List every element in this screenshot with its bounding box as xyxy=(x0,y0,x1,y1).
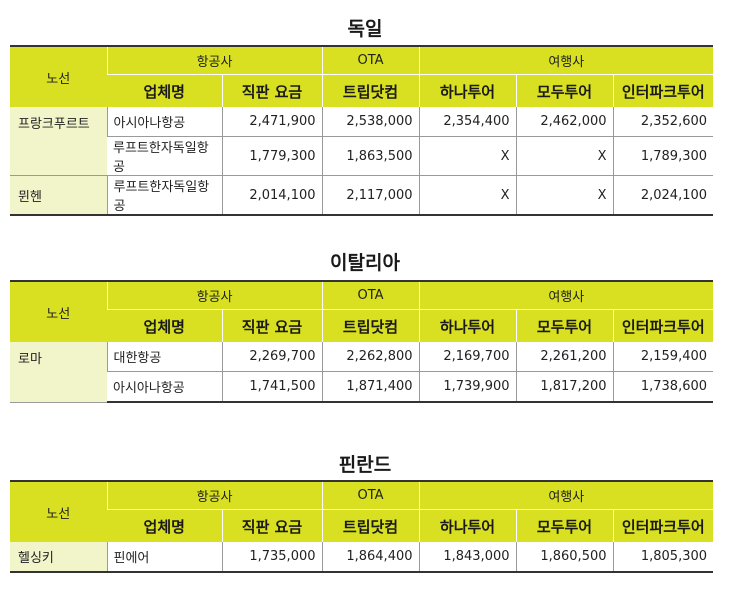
header-company: 업체명 xyxy=(107,74,222,107)
modetour-cell: 2,462,000 xyxy=(515,107,614,137)
interparktour-cell: 2,159,400 xyxy=(612,342,714,372)
header-hanatour: 하나투어 xyxy=(418,74,517,107)
fare-table-finland: 노선 항공사 OTA 여행사 업체명 직판 요금 트립닷컴 하나투어 모두투어 … xyxy=(10,480,714,573)
header-hanatour: 하나투어 xyxy=(418,509,517,542)
airline-cell: 루프트한자독일항공 xyxy=(107,136,222,176)
airline-cell: 핀에어 xyxy=(106,542,222,573)
airline-cell: 루프트한자독일항공 xyxy=(106,175,222,216)
tripdotcom-cell: 2,538,000 xyxy=(321,107,420,137)
header-group-ota: OTA xyxy=(321,480,420,510)
header-hanatour: 하나투어 xyxy=(418,309,517,342)
table-row: 아시아나항공 1,741,500 1,871,400 1,739,900 1,8… xyxy=(10,371,714,403)
fare-table-germany: 노선 항공사 OTA 여행사 업체명 직판 요금 트립닷컴 하나투어 모두투어 … xyxy=(10,45,714,216)
hanatour-cell: 2,354,400 xyxy=(418,107,517,137)
header-interparktour: 인터파크투어 xyxy=(612,509,714,542)
table-row: 헬싱키 핀에어 1,735,000 1,864,400 1,843,000 1,… xyxy=(10,542,714,573)
interparktour-cell: 1,738,600 xyxy=(612,371,714,403)
header-group-airline: 항공사 xyxy=(106,480,323,510)
tripdotcom-cell: 1,871,400 xyxy=(321,371,420,403)
header-interparktour: 인터파크투어 xyxy=(612,309,714,342)
direct-fare-cell: 2,471,900 xyxy=(221,107,323,137)
header-route: 노선 xyxy=(10,45,107,107)
table-row: 루프트한자독일항공 1,779,300 1,863,500 X X 1,789,… xyxy=(10,136,714,176)
airline-cell: 대한항공 xyxy=(106,342,222,372)
header-route: 노선 xyxy=(10,480,107,542)
section-title-italy: 이탈리아 xyxy=(330,252,400,274)
header-group-ota: OTA xyxy=(321,280,420,310)
direct-fare-cell: 1,735,000 xyxy=(221,542,323,573)
route-cell: 로마 xyxy=(10,342,107,403)
modetour-cell: 1,860,500 xyxy=(515,542,614,573)
section-title-germany: 독일 xyxy=(347,18,383,40)
fare-table-italy: 노선 항공사 OTA 여행사 업체명 직판 요금 트립닷컴 하나투어 모두투어 … xyxy=(10,280,714,403)
header-company: 업체명 xyxy=(107,509,222,542)
header-modetour: 모두투어 xyxy=(515,509,614,542)
modetour-cell: 2,261,200 xyxy=(515,342,614,372)
hanatour-cell: X xyxy=(418,175,517,216)
header-group-agency: 여행사 xyxy=(418,480,714,510)
interparktour-cell: 1,805,300 xyxy=(612,542,714,573)
route-cell: 뮌헨 xyxy=(10,175,107,216)
direct-fare-cell: 2,014,100 xyxy=(221,175,323,216)
header-group-agency: 여행사 xyxy=(418,280,714,310)
tripdotcom-cell: 2,117,000 xyxy=(321,175,420,216)
table-row: 로마 대한항공 2,269,700 2,262,800 2,169,700 2,… xyxy=(10,342,714,403)
header-modetour: 모두투어 xyxy=(515,74,614,107)
hanatour-cell: 2,169,700 xyxy=(418,342,517,372)
header-tripdotcom: 트립닷컴 xyxy=(321,509,420,542)
airline-cell: 아시아나항공 xyxy=(107,371,222,403)
interparktour-cell: 2,352,600 xyxy=(612,107,714,137)
header-group-airline: 항공사 xyxy=(106,280,323,310)
modetour-cell: 1,817,200 xyxy=(515,371,614,403)
tripdotcom-cell: 1,864,400 xyxy=(321,542,420,573)
modetour-cell: X xyxy=(515,136,614,176)
header-interparktour: 인터파크투어 xyxy=(612,74,714,107)
header-direct-fare: 직판 요금 xyxy=(221,509,323,542)
header-group-ota: OTA xyxy=(321,45,420,75)
direct-fare-cell: 1,741,500 xyxy=(221,371,323,403)
route-cell: 프랑크푸르트 xyxy=(10,107,107,176)
modetour-cell: X xyxy=(515,175,614,216)
header-tripdotcom: 트립닷컴 xyxy=(321,74,420,107)
table-row: 뮌헨 루프트한자독일항공 2,014,100 2,117,000 X X 2,0… xyxy=(10,175,714,216)
tripdotcom-cell: 2,262,800 xyxy=(321,342,420,372)
header-modetour: 모두투어 xyxy=(515,309,614,342)
direct-fare-cell: 2,269,700 xyxy=(221,342,323,372)
header-company: 업체명 xyxy=(107,309,222,342)
tripdotcom-cell: 1,863,500 xyxy=(321,136,420,176)
header-route: 노선 xyxy=(10,280,107,342)
header-group-airline: 항공사 xyxy=(106,45,323,75)
direct-fare-cell: 1,779,300 xyxy=(221,136,323,176)
hanatour-cell: 1,843,000 xyxy=(418,542,517,573)
airline-cell: 아시아나항공 xyxy=(106,107,222,137)
interparktour-cell: 1,789,300 xyxy=(612,136,714,176)
table-row: 프랑크푸르트 아시아나항공 2,471,900 2,538,000 2,354,… xyxy=(10,107,714,176)
route-cell: 헬싱키 xyxy=(10,542,107,573)
header-direct-fare: 직판 요금 xyxy=(221,309,323,342)
section-title-finland: 핀란드 xyxy=(338,454,392,476)
header-direct-fare: 직판 요금 xyxy=(221,74,323,107)
header-group-agency: 여행사 xyxy=(418,45,714,75)
hanatour-cell: X xyxy=(418,136,517,176)
interparktour-cell: 2,024,100 xyxy=(612,175,714,216)
header-tripdotcom: 트립닷컴 xyxy=(321,309,420,342)
hanatour-cell: 1,739,900 xyxy=(418,371,517,403)
